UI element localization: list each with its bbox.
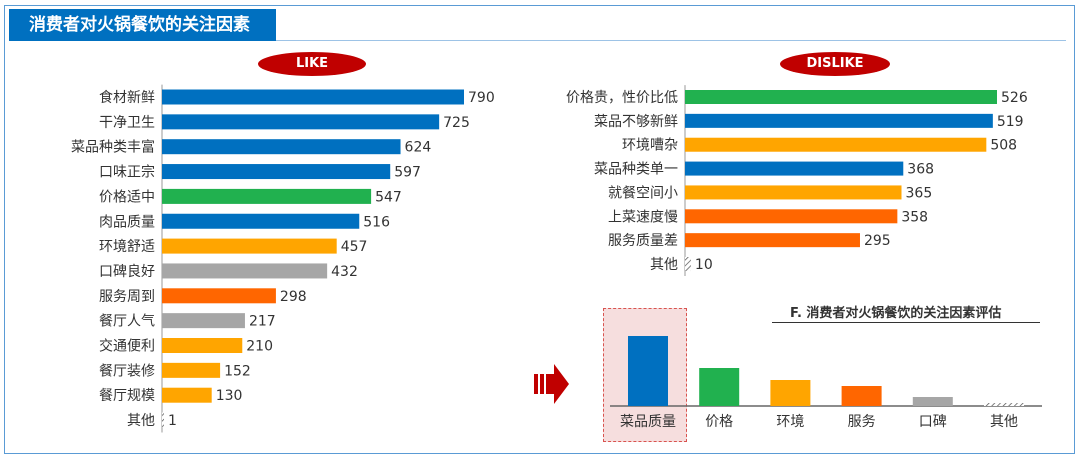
dislike-bar xyxy=(685,209,898,224)
like-bar xyxy=(162,387,212,403)
like-bar xyxy=(162,114,440,130)
like-bar xyxy=(162,164,391,180)
chart-panel xyxy=(4,5,1075,454)
dislike-value-label: 508 xyxy=(990,138,1017,154)
like-value-label: 457 xyxy=(341,239,368,255)
dislike-badge: DISLIKE xyxy=(780,52,890,76)
like-value-label: 597 xyxy=(394,165,421,181)
like-bar xyxy=(162,362,221,378)
like-badge: LIKE xyxy=(258,52,366,76)
dislike-value-label: 295 xyxy=(864,233,891,249)
like-bar xyxy=(162,412,164,428)
like-category-label: 肉品质量 xyxy=(99,214,155,230)
eval-category-label: 口碑 xyxy=(919,414,947,430)
like-value-label: 624 xyxy=(405,140,432,156)
dislike-bar xyxy=(685,185,902,200)
like-value-label: 516 xyxy=(363,214,390,230)
eval-category-label: 其他 xyxy=(990,414,1018,430)
eval-category-label: 价格 xyxy=(705,414,733,430)
dislike-bar xyxy=(685,257,691,272)
dislike-bar xyxy=(685,137,987,152)
like-bar xyxy=(162,263,328,279)
like-category-label: 餐厅人气 xyxy=(99,314,155,330)
eval-bar xyxy=(699,368,740,406)
dislike-bar xyxy=(685,161,904,176)
like-value-label: 210 xyxy=(246,339,273,355)
like-category-label: 餐厅规模 xyxy=(99,388,155,404)
like-category-label: 环境舒适 xyxy=(99,239,155,255)
page-title: 消费者对火锅餐饮的关注因素 xyxy=(9,9,276,41)
dislike-category-label: 菜品种类单一 xyxy=(594,162,678,178)
like-value-label: 130 xyxy=(216,388,243,404)
like-category-label: 价格适中 xyxy=(99,189,155,205)
like-bar xyxy=(162,188,372,204)
dislike-category-label: 服务质量差 xyxy=(608,233,678,249)
dislike-value-label: 365 xyxy=(906,185,933,201)
dislike-value-label: 368 xyxy=(907,162,934,178)
dislike-bar xyxy=(685,90,997,104)
dislike-category-label: 环境嘈杂 xyxy=(622,138,678,154)
like-category-label: 口味正宗 xyxy=(99,165,155,181)
dislike-value-label: 10 xyxy=(695,257,713,273)
eval-bar xyxy=(984,403,1024,406)
like-bar xyxy=(162,139,401,155)
eval-bar xyxy=(912,397,953,406)
eval-chart-title: F. 消费者对火锅餐饮的关注因素评估 xyxy=(790,306,1002,321)
like-value-label: 152 xyxy=(224,363,251,379)
dislike-category-label: 上菜速度慢 xyxy=(608,208,678,225)
dislike-value-label: 519 xyxy=(997,114,1024,130)
like-bar xyxy=(162,313,245,329)
like-value-label: 217 xyxy=(249,314,276,330)
like-value-label: 790 xyxy=(468,90,495,106)
eval-bar xyxy=(841,386,882,406)
dislike-bar xyxy=(685,113,993,128)
eval-bar xyxy=(770,380,811,406)
eval-bar xyxy=(628,336,668,406)
eval-chart-title-rule xyxy=(772,322,1040,323)
like-value-label: 432 xyxy=(331,264,358,280)
dislike-category-label: 菜品不够新鲜 xyxy=(594,114,678,130)
dislike-category-label: 价格贵，性价比低 xyxy=(566,90,678,106)
like-category-label: 干净卫生 xyxy=(99,115,155,131)
like-category-label: 口碑良好 xyxy=(99,264,155,280)
like-category-label: 食材新鲜 xyxy=(99,89,155,106)
like-bar xyxy=(162,338,243,353)
like-category-label: 交通便利 xyxy=(99,338,155,355)
eval-category-label: 服务 xyxy=(848,414,876,430)
dislike-category-label: 其他 xyxy=(650,257,678,273)
like-value-label: 298 xyxy=(280,289,307,305)
like-value-label: 547 xyxy=(375,189,402,205)
like-bar xyxy=(162,288,276,304)
like-category-label: 菜品种类丰富 xyxy=(71,139,155,156)
dislike-value-label: 358 xyxy=(901,209,928,225)
eval-category-label: 环境 xyxy=(776,414,804,430)
like-value-label: 1 xyxy=(168,413,177,429)
dislike-value-label: 526 xyxy=(1001,90,1028,106)
like-bar xyxy=(162,89,464,105)
dislike-category-label: 就餐空间小 xyxy=(608,185,678,201)
like-category-label: 其他 xyxy=(127,413,155,429)
title-underline xyxy=(276,40,1066,41)
right-arrow-icon xyxy=(534,364,569,404)
dislike-bar xyxy=(685,233,860,248)
like-category-label: 餐厅装修 xyxy=(99,363,155,379)
like-category-label: 服务周到 xyxy=(99,289,155,305)
eval-category-label: 菜品质量 xyxy=(620,414,676,430)
like-value-label: 725 xyxy=(443,115,470,131)
like-bar xyxy=(162,238,337,254)
like-bar xyxy=(162,213,360,229)
